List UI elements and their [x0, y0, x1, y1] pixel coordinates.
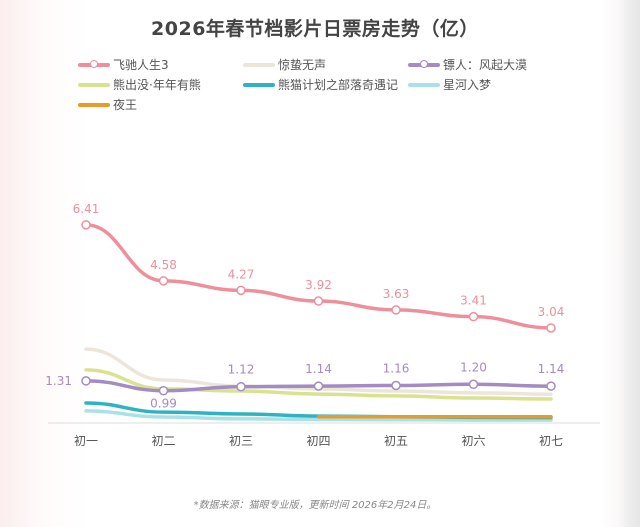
- data-point[interactable]: [546, 381, 556, 391]
- series-line: [84, 223, 553, 330]
- legend-swatch: [243, 62, 275, 67]
- data-point[interactable]: [468, 379, 479, 390]
- legend-label: 熊猫计划之部落奇遇记: [278, 78, 399, 92]
- x-tick-label: 初七: [539, 434, 563, 448]
- series-line: [84, 409, 553, 422]
- legend-item[interactable]: 星河入梦: [408, 76, 491, 93]
- legend-swatch: [243, 82, 275, 87]
- legend-swatch: [408, 59, 440, 68]
- legend-item[interactable]: 熊猫计划之部落奇遇记: [243, 76, 398, 93]
- legend-swatch: [408, 82, 440, 87]
- data-label: 1.14: [305, 362, 332, 376]
- data-label: 3.92: [305, 278, 332, 292]
- legend-item[interactable]: 夜王: [78, 96, 137, 113]
- legend-item[interactable]: 惊蛰无声: [243, 56, 326, 73]
- data-label: 1.20: [460, 360, 487, 374]
- data-point[interactable]: [81, 220, 91, 230]
- legend-label: 飞驰人生3: [113, 58, 169, 72]
- data-label: 3.63: [383, 287, 410, 301]
- data-source-note: *数据来源：猫眼专业版，更新时间 2026年2月24日。: [193, 500, 437, 511]
- data-point[interactable]: [313, 296, 324, 306]
- data-point[interactable]: [236, 381, 246, 392]
- legend-item[interactable]: 镖人：风起大漠: [408, 56, 527, 73]
- data-label: 6.41: [73, 202, 100, 216]
- x-tick-label: 初三: [229, 434, 253, 448]
- legend-item[interactable]: 飞驰人生3: [78, 56, 169, 73]
- data-label: 1.14: [538, 362, 565, 376]
- x-tick-label: 初四: [306, 434, 330, 448]
- data-point[interactable]: [81, 376, 91, 386]
- data-label: 4.58: [150, 258, 177, 272]
- legend-label: 熊出没·年年有熊: [113, 78, 201, 92]
- data-point[interactable]: [391, 305, 401, 315]
- legend-label: 惊蛰无声: [278, 58, 327, 72]
- data-label: 3.41: [460, 294, 487, 308]
- data-label: 1.16: [383, 362, 410, 376]
- legend-label: 夜王: [113, 98, 138, 112]
- data-label: 0.99: [150, 397, 177, 411]
- legend-item[interactable]: 熊出没·年年有熊: [78, 76, 201, 93]
- data-point[interactable]: [236, 285, 246, 296]
- legend-swatch: [78, 82, 110, 87]
- data-point[interactable]: [391, 380, 401, 391]
- x-tick-label: 初六: [461, 434, 485, 448]
- data-label: 4.27: [228, 267, 255, 281]
- legend-label: 星河入梦: [443, 78, 492, 92]
- legend-swatch: [78, 102, 110, 107]
- data-label: 1.12: [228, 363, 255, 377]
- x-tick-label: 初二: [151, 434, 175, 448]
- data-point[interactable]: [313, 381, 324, 391]
- data-point[interactable]: [158, 385, 169, 396]
- data-point[interactable]: [158, 276, 169, 286]
- data-point[interactable]: [546, 323, 556, 333]
- chart-title: 2026年春节档影片日票房走势（亿）: [151, 18, 479, 40]
- data-point[interactable]: [468, 311, 479, 322]
- x-tick-label: 初一: [74, 434, 98, 448]
- data-label: 3.04: [538, 305, 565, 319]
- x-tick-label: 初五: [384, 434, 408, 448]
- data-label: 1.31: [45, 374, 72, 388]
- legend-label: 镖人：风起大漠: [443, 58, 528, 72]
- legend-swatch: [78, 59, 110, 68]
